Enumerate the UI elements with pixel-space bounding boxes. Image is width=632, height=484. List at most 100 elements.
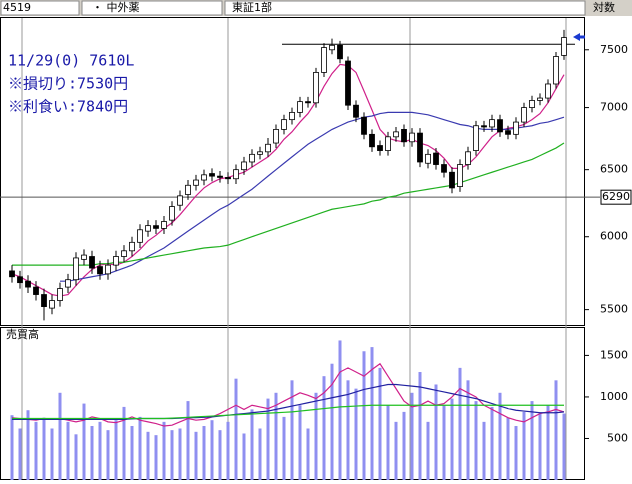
candle-body [217,175,223,178]
volume-bar [402,411,406,480]
candle-body [297,101,303,113]
candle-body [201,174,207,181]
candle-body [465,151,471,165]
volume-bar [194,431,198,480]
volume-bar [10,415,14,480]
volume-bar [186,401,190,480]
candle-body [481,125,487,128]
volume-bar [162,421,166,480]
candle-body [529,100,535,108]
candle-body [409,132,415,143]
volume-bar [410,392,414,480]
volume-bar [306,428,310,480]
volume-bar [90,426,94,480]
candle-body [49,300,55,309]
candle-body [177,195,183,206]
candle-body [305,101,311,104]
moving-average [12,142,565,266]
volume-bar [498,392,502,480]
y-tick-label: 7000 [600,101,628,114]
candle-body [449,171,455,189]
code-box [0,0,80,16]
volume-bar [66,421,70,480]
volume-bar [466,380,470,480]
stock-code: 4519 [3,1,31,14]
candle-body [145,225,151,232]
candle-body [321,47,327,73]
volume-bar [26,410,30,480]
volume-bar [426,421,430,480]
candle-body [441,164,447,173]
candle-body [129,241,135,252]
volume-bar [130,426,134,480]
name-box [81,0,223,16]
moving-average [12,383,565,420]
volume-bar [42,417,46,480]
candle-body [137,229,143,243]
scale-mode: 対数 [593,0,615,14]
volume-bar [202,426,206,480]
candle-body [393,131,399,138]
volume-bar [314,392,318,480]
candle-body [169,206,175,221]
y-tick-label: 500 [607,431,628,444]
volume-bar [362,351,366,480]
candle-body [313,72,319,104]
market: 東証1部 [232,0,272,14]
candle-body [57,288,63,301]
candle-body [289,111,295,121]
candle-body [337,44,343,60]
moving-average [11,362,565,427]
price-arrow [573,33,585,41]
volume-bar [554,380,558,480]
candle-body [417,132,423,163]
candle-body [401,129,407,143]
volume-bar [418,372,422,480]
volume-bar [274,392,278,480]
volume-bar [122,406,126,480]
volume-bar [394,421,398,480]
y-tick-label: 1000 [600,390,628,403]
volume-bar [170,430,174,480]
moving-average [12,404,564,420]
volume-bar [482,421,486,480]
volume-bar [450,398,454,480]
cursor-label: 6290 [602,190,630,203]
candle-body [73,257,79,281]
volume-bar [234,378,238,480]
candle-body [257,151,263,155]
volume-bar [354,388,358,480]
candle-body [105,264,111,275]
volume-bar [114,420,118,480]
vertical-grid [21,18,567,479]
y-tick-label: 1500 [600,348,628,361]
candle-body [113,256,119,266]
volume-bar [266,398,270,480]
volume-bar [530,401,534,480]
volume-bar [106,430,110,480]
volume-bar [58,392,62,480]
volume-bar [322,376,326,480]
volume-bar [226,421,230,480]
candle-body [33,286,39,295]
candle-body [353,104,359,118]
candle-body [377,145,383,151]
candle-body [233,169,239,180]
volume-bar [74,434,78,480]
candle-body [121,250,127,257]
volume-bar [298,405,302,480]
candle-body [385,136,391,151]
volume-bar [18,428,22,480]
annotation: 11/29(0) 7610L [8,52,134,70]
volume-bar [346,380,350,480]
volume-bar [82,403,86,480]
candle-body [329,44,335,51]
volume-bar [458,367,462,480]
candle-body [457,164,463,187]
volume-bar [282,416,286,480]
volume-bar [378,367,382,480]
candle-body [425,153,431,164]
volume-bar [290,380,294,480]
volume-bar [490,406,494,480]
